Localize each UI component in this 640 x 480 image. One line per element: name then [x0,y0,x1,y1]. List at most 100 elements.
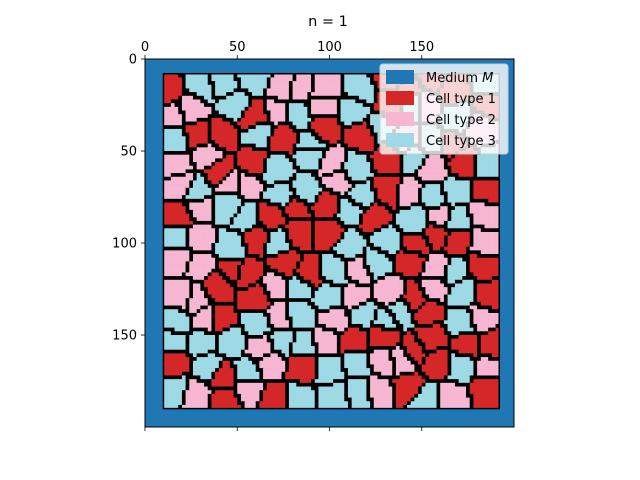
cell-pixel [192,99,197,104]
cell-pixel [311,143,316,148]
cell-pixel [403,195,408,200]
cell-pixel [322,88,327,93]
cell-pixel [436,213,441,218]
cell-pixel [281,162,286,167]
cell-pixel [215,81,220,86]
cell-pixel [277,136,282,141]
cell-pixel [344,121,349,126]
cell-pixel [351,268,356,273]
cell-pixel [414,261,419,266]
cell-pixel [322,169,327,174]
cell-pixel [178,143,183,148]
cell-boundary-pixel [355,151,360,155]
cell-boundary-pixel [211,224,216,229]
cell-boundary-pixel [240,243,245,247]
cell-pixel [325,206,330,211]
cell-pixel [377,209,382,214]
cell-pixel [207,202,212,207]
cell-pixel [395,261,400,266]
cell-boundary-pixel [226,224,231,229]
cell-pixel [167,184,172,189]
cell-pixel [196,191,201,196]
cell-pixel [462,250,467,255]
cell-pixel [303,117,308,122]
cell-pixel [333,235,338,240]
cell-boundary-pixel [336,114,341,119]
cell-boundary-pixel [192,95,197,100]
cell-pixel [163,158,168,163]
cell-pixel [484,158,489,163]
cell-boundary-pixel [469,184,474,189]
cell-pixel [226,187,231,192]
cell-pixel [167,250,172,255]
cell-pixel [488,154,493,159]
cell-pixel [296,151,301,155]
cell-pixel [215,154,220,159]
cell-pixel [185,128,190,133]
cell-pixel [362,169,367,174]
cell-pixel [477,257,482,262]
cell-pixel [322,162,327,167]
cell-pixel [399,217,404,222]
cell-pixel [340,117,345,122]
cell-pixel [255,265,260,270]
cell-pixel [336,243,341,247]
cell-pixel [255,180,260,185]
cell-pixel [351,250,356,255]
cell-pixel [196,176,201,181]
cell-pixel [381,209,386,214]
cell-pixel [255,162,260,167]
cell-pixel [370,198,375,203]
cell-pixel [192,84,197,89]
cell-pixel [381,231,386,236]
cell-pixel [384,261,389,266]
cell-pixel [451,198,456,203]
cell-pixel [325,99,330,104]
cell-pixel [388,224,393,229]
cell-pixel [192,81,197,86]
cell-pixel [192,272,197,277]
cell-pixel [285,173,290,178]
cell-pixel [163,169,168,174]
cell-pixel [189,136,194,141]
cell-pixel [226,213,231,218]
cell-pixel [303,73,308,78]
cell-pixel [429,202,434,207]
cell-pixel [421,243,426,247]
cell-pixel [189,165,194,170]
cell-boundary-pixel [325,139,330,144]
cell-pixel [189,265,194,270]
cell-boundary-pixel [266,228,271,233]
cell-pixel [244,239,249,244]
cell-pixel [200,176,205,181]
cell-pixel [425,162,430,167]
cell-pixel [178,272,183,277]
cell-boundary-pixel [333,254,338,259]
cell-boundary-pixel [240,195,245,200]
cell-pixel [347,117,352,122]
cell-pixel [281,88,286,93]
cell-pixel [314,88,319,93]
cell-pixel [355,191,360,196]
cell-pixel [252,162,256,167]
cell-boundary-pixel [266,139,271,144]
cell-pixel [399,220,404,225]
cell-boundary-pixel [192,147,197,152]
cell-boundary-pixel [362,261,367,266]
cell-pixel [462,165,467,170]
cell-pixel [200,228,205,233]
cell-pixel [299,139,304,144]
cell-pixel [314,268,319,273]
cell-pixel [215,202,220,207]
cell-pixel [362,187,367,192]
cell-pixel [377,92,382,97]
cell-pixel [466,187,471,192]
cell-boundary-pixel [200,99,205,104]
cell-boundary-pixel [244,88,249,93]
cell-pixel [181,261,186,266]
cell-pixel [204,202,209,207]
cell-pixel [244,184,249,189]
cell-pixel [340,272,345,277]
cell-boundary-pixel [288,84,293,89]
cell-pixel [373,231,378,236]
